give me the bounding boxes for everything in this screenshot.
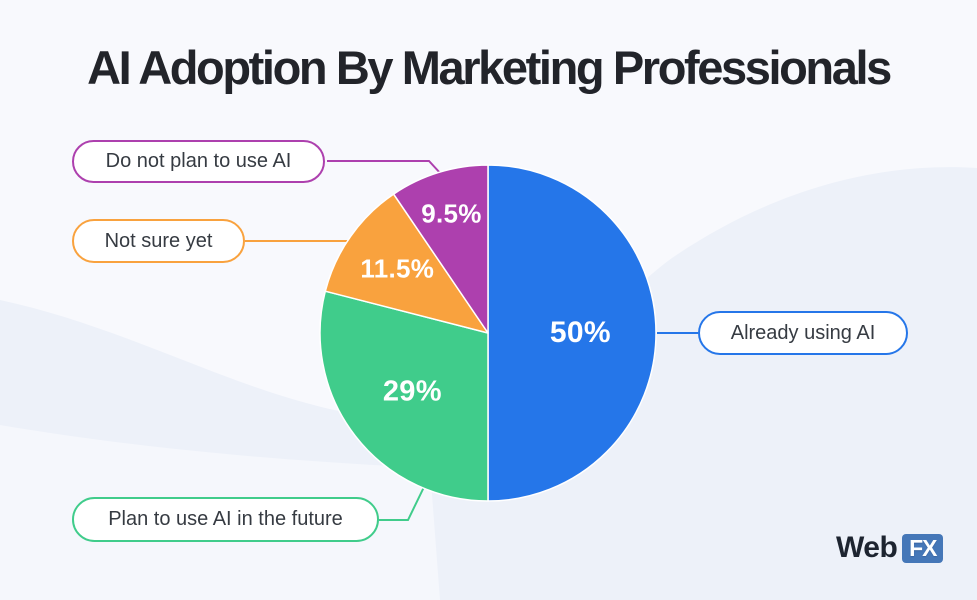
callout-label-plan-to-use-ai-in-the-future: Plan to use AI in the future xyxy=(72,497,379,542)
callout-label-text: Not sure yet xyxy=(104,229,213,252)
webfx-logo-web-text: Web xyxy=(836,531,898,564)
page-title: AI Adoption By Marketing Professionals xyxy=(87,41,892,94)
pie-percent-label-already-using-ai: 50% xyxy=(549,316,611,349)
callout-label-text: Already using AI xyxy=(730,321,876,344)
pie-slice-already-using-ai xyxy=(487,164,657,502)
pie-percent-label-plan-to-use-ai-in-the-future: 29% xyxy=(382,375,442,408)
callout-label-do-not-plan-to-use-ai: Do not plan to use AI xyxy=(72,140,325,183)
callout-connector-do-not-plan-to-use-ai xyxy=(327,160,442,175)
pie-slice-not-sure-yet xyxy=(324,193,489,334)
pie-slice-do-not-plan-to-use-ai xyxy=(392,164,489,334)
webfx-logo-fx-badge: FX xyxy=(902,533,944,563)
callout-label-text: Plan to use AI in the future xyxy=(108,508,343,530)
pie-percent-label-do-not-plan-to-use-ai: 9.5% xyxy=(421,198,482,229)
pie-slice-plan-to-use-ai-in-the-future xyxy=(319,290,489,502)
callout-label-text: Do not plan to use AI xyxy=(105,150,292,172)
pie-percent-label-not-sure-yet: 11.5% xyxy=(360,253,435,284)
callout-label-not-sure-yet: Not sure yet xyxy=(72,219,245,263)
webfx-logo: Web FX xyxy=(836,531,944,565)
callout-label-already-using-ai: Already using AI xyxy=(698,311,908,355)
callout-connector-plan-to-use-ai-in-the-future xyxy=(379,486,425,521)
